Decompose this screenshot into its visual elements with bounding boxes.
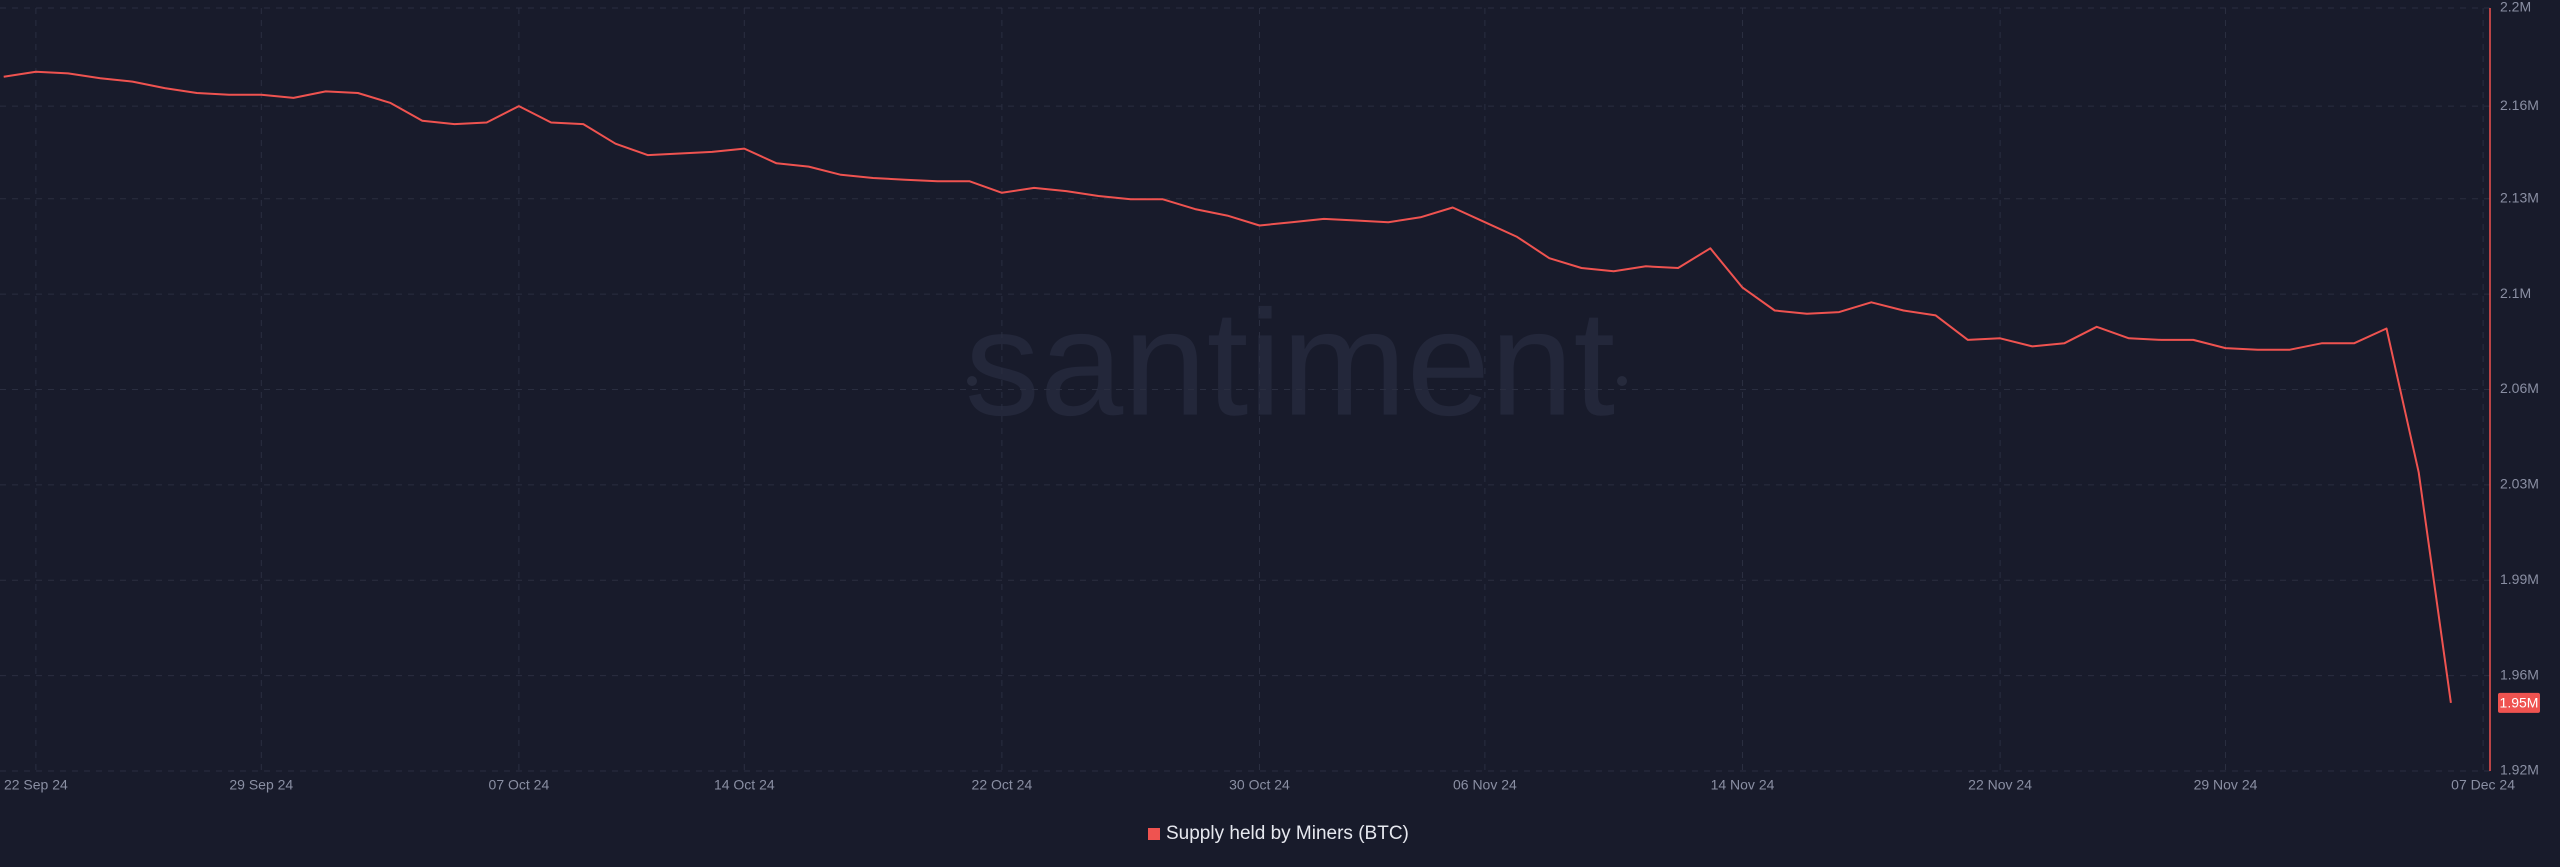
value-label: 1.95M <box>2500 695 2539 711</box>
y-tick-label: 2.13M <box>2500 189 2539 205</box>
y-tick-label: 2.06M <box>2500 380 2539 396</box>
x-tick-label: 14 Nov 24 <box>1711 777 1775 793</box>
x-tick-label: 22 Sep 24 <box>4 777 68 793</box>
y-tick-label: 1.99M <box>2500 571 2539 587</box>
x-tick-label: 07 Dec 24 <box>2451 777 2515 793</box>
x-tick-label: 22 Nov 24 <box>1968 777 2032 793</box>
y-tick-label: 1.96M <box>2500 666 2539 682</box>
x-tick-label: 14 Oct 24 <box>714 777 775 793</box>
y-tick-label: 1.92M <box>2500 762 2539 778</box>
y-tick-label: 2.16M <box>2500 97 2539 113</box>
watermark: santiment <box>965 279 1615 447</box>
x-tick-label: 29 Nov 24 <box>2194 777 2258 793</box>
watermark-group: santiment <box>965 279 1627 447</box>
x-tick-label: 07 Oct 24 <box>489 777 550 793</box>
legend-label: Supply held by Miners (BTC) <box>1166 823 1409 844</box>
watermark-dot <box>967 376 977 386</box>
watermark-dot <box>1617 376 1627 386</box>
series-line <box>3 70 2452 704</box>
x-tick-label: 22 Oct 24 <box>972 777 1033 793</box>
y-tick-label: 2.03M <box>2500 476 2539 492</box>
x-tick-label: 06 Nov 24 <box>1453 777 1517 793</box>
x-tick-label: 29 Sep 24 <box>229 777 293 793</box>
legend-swatch <box>1148 828 1160 840</box>
y-tick-label: 2.1M <box>2500 285 2531 301</box>
value-label-bg <box>2498 692 2540 713</box>
x-tick-label: 30 Oct 24 <box>1229 777 1290 793</box>
y-tick-label: 2.2M <box>2500 0 2531 15</box>
